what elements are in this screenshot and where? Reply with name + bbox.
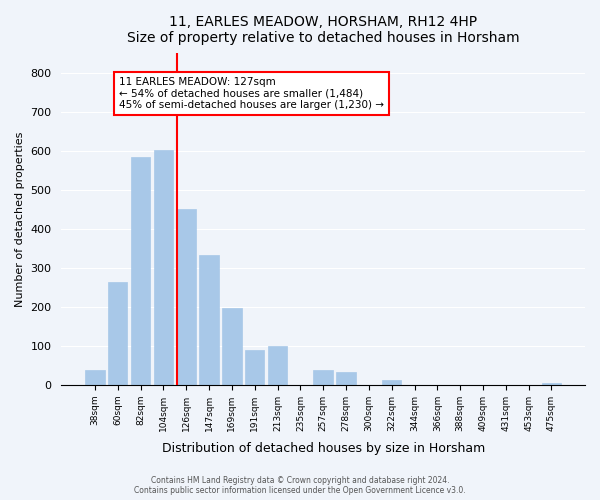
Y-axis label: Number of detached properties: Number of detached properties [15, 132, 25, 306]
Text: 11 EARLES MEADOW: 127sqm
← 54% of detached houses are smaller (1,484)
45% of sem: 11 EARLES MEADOW: 127sqm ← 54% of detach… [119, 76, 384, 110]
Bar [382, 380, 401, 385]
X-axis label: Distribution of detached houses by size in Horsham: Distribution of detached houses by size … [161, 442, 485, 455]
Bar [108, 282, 127, 385]
Bar [337, 372, 356, 385]
Bar [313, 370, 333, 385]
Bar [85, 370, 104, 385]
Bar [199, 256, 219, 385]
Text: Contains HM Land Registry data © Crown copyright and database right 2024.
Contai: Contains HM Land Registry data © Crown c… [134, 476, 466, 495]
Bar [245, 350, 265, 385]
Bar [154, 150, 173, 385]
Bar [176, 208, 196, 385]
Bar [542, 383, 561, 385]
Bar [131, 156, 150, 385]
Bar [268, 346, 287, 385]
Bar [222, 308, 242, 385]
Title: 11, EARLES MEADOW, HORSHAM, RH12 4HP
Size of property relative to detached house: 11, EARLES MEADOW, HORSHAM, RH12 4HP Siz… [127, 15, 520, 45]
